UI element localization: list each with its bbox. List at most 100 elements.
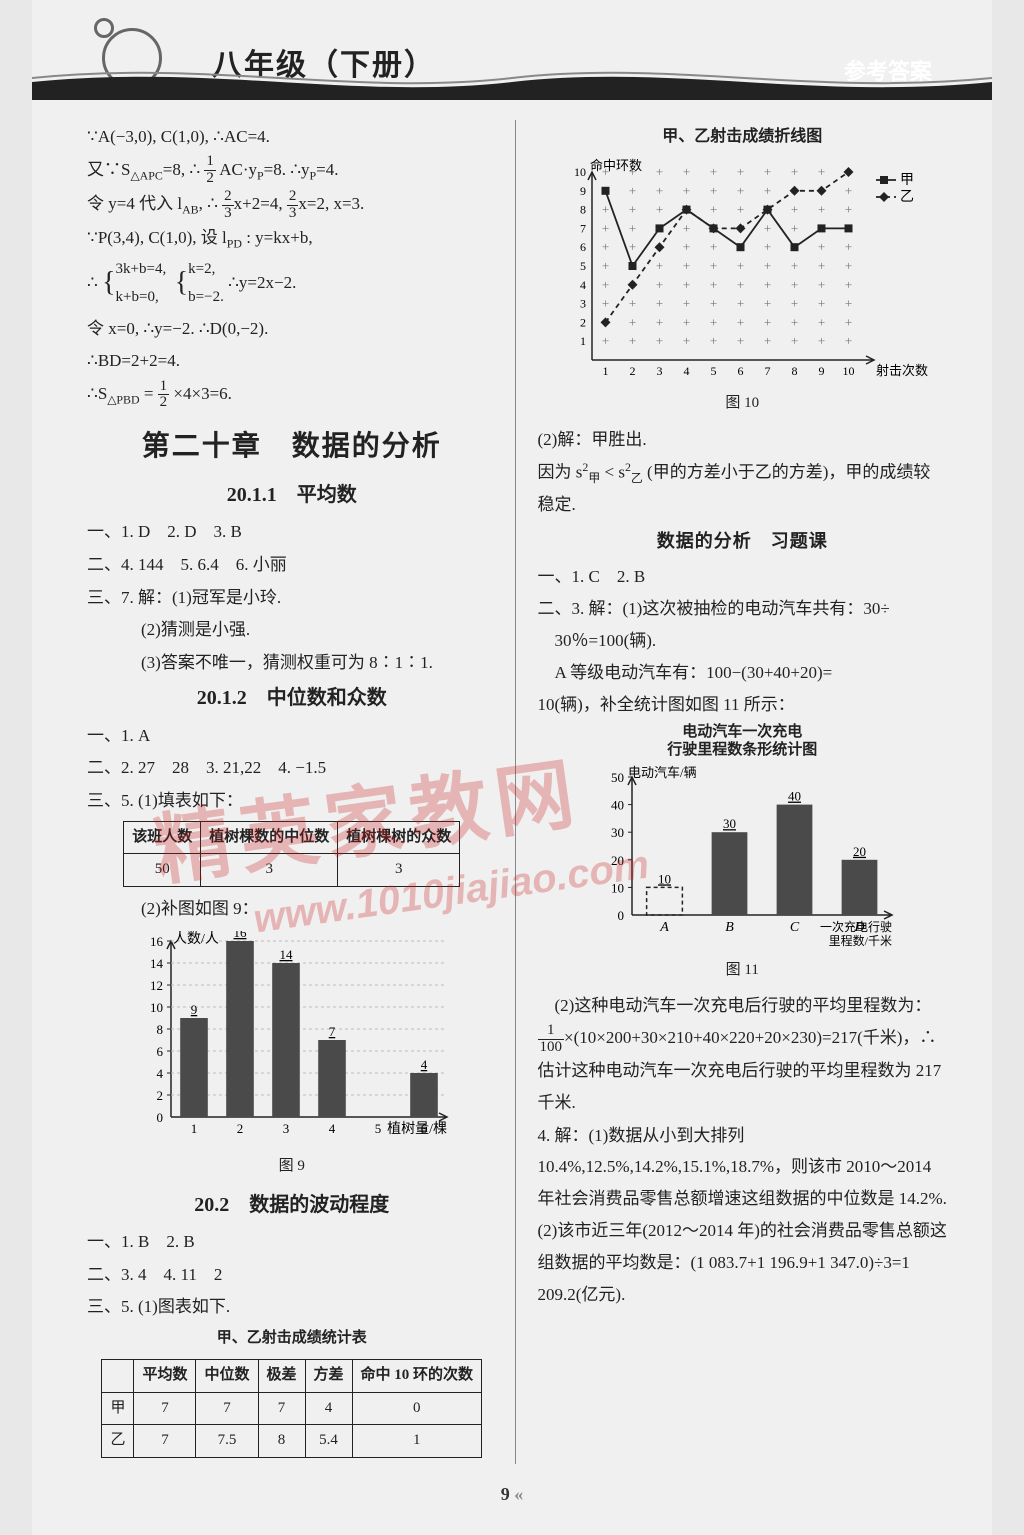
svg-text:9: 9: [580, 184, 586, 198]
math-line: ∴BD=2+2=4.: [87, 345, 497, 377]
table-caption: 甲、乙射击成绩统计表: [87, 1325, 497, 1353]
table-header: 方差: [305, 1359, 352, 1392]
table-cell: 50: [124, 854, 201, 887]
svg-text:6: 6: [156, 1044, 163, 1059]
svg-text:植树量/棵: 植树量/棵: [387, 1121, 447, 1137]
math-line: ∵P(3,4), C(1,0), 设 lPD : y=kx+b,: [87, 222, 497, 255]
svg-text:+: +: [656, 333, 663, 348]
svg-text:+: +: [737, 164, 744, 179]
answer-line: 一、1. D 2. D 3. B: [87, 516, 497, 548]
svg-text:+: +: [656, 258, 663, 273]
svg-text:+: +: [764, 239, 771, 254]
svg-text:+: +: [710, 295, 717, 310]
svg-text:10: 10: [611, 880, 624, 895]
answer-line: (2)解：甲胜出.: [538, 424, 948, 456]
svg-text:+: +: [683, 277, 690, 292]
svg-text:40: 40: [611, 797, 624, 812]
table-header: 极差: [258, 1359, 305, 1392]
svg-text:+: +: [656, 295, 663, 310]
chapter-title: 第二十章 数据的分析: [87, 421, 497, 473]
svg-text:+: +: [737, 258, 744, 273]
svg-text:4: 4: [421, 1057, 428, 1072]
svg-text:+: +: [737, 183, 744, 198]
svg-text:+: +: [710, 183, 717, 198]
svg-text:30: 30: [611, 825, 624, 840]
table-header: 该班人数: [124, 821, 201, 854]
svg-text:+: +: [791, 277, 798, 292]
svg-text:+: +: [791, 220, 798, 235]
svg-text:8: 8: [580, 202, 586, 216]
svg-text:+: +: [656, 164, 663, 179]
svg-text:+: +: [791, 258, 798, 273]
svg-text:4: 4: [684, 364, 690, 378]
svg-text:+: +: [791, 164, 798, 179]
svg-text:2: 2: [580, 315, 586, 329]
svg-text:射击次数: 射击次数: [876, 363, 928, 378]
table-cell: 7: [196, 1392, 258, 1425]
table-header: 命中 10 环的次数: [352, 1359, 482, 1392]
page-number: 9 «: [32, 1484, 992, 1505]
svg-text:+: +: [764, 220, 771, 235]
svg-text:40: 40: [788, 788, 801, 803]
svg-text:+: +: [818, 333, 825, 348]
svg-text:+: +: [764, 333, 771, 348]
svg-text:+: +: [629, 333, 636, 348]
table-1: 该班人数植树棵数的中位数植树棵树的众数 5033: [123, 821, 460, 888]
table-header: 中位数: [196, 1359, 258, 1392]
section-title: 20.1.1 平均数: [87, 477, 497, 514]
table-cell: 7: [134, 1392, 196, 1425]
svg-text:14: 14: [150, 956, 164, 971]
svg-text:10: 10: [658, 871, 671, 886]
svg-text:B: B: [725, 920, 734, 935]
svg-text:+: +: [656, 314, 663, 329]
svg-text:+: +: [764, 164, 771, 179]
svg-text:1: 1: [191, 1121, 198, 1136]
svg-text:+: +: [845, 239, 852, 254]
svg-text:+: +: [629, 220, 636, 235]
answer-line: A 等级电动汽车有：100−(30+40+20)=10(辆)，补全统计图如图 1…: [538, 657, 948, 720]
section-title: 数据的分析 习题课: [538, 525, 948, 558]
svg-text:+: +: [683, 220, 690, 235]
table-cell: 3: [201, 854, 338, 887]
svg-text:C: C: [790, 920, 800, 935]
chart-caption: 图 9: [87, 1153, 497, 1181]
svg-text:20: 20: [853, 843, 866, 858]
svg-text:12: 12: [150, 978, 163, 993]
svg-text:+: +: [818, 164, 825, 179]
svg-text:+: +: [791, 333, 798, 348]
svg-text:16: 16: [150, 934, 164, 949]
left-column: ∵A(−3,0), C(1,0), ∴AC=4. 又∵S△APC=8, ∴ 12…: [87, 120, 515, 1464]
answer-line: 因为 s2甲 < s2乙 (甲的方差小于乙的方差)，甲的成绩较稳定.: [538, 456, 948, 521]
svg-text:+: +: [737, 201, 744, 216]
svg-text:1: 1: [603, 364, 609, 378]
page: 八年级（下册） 参考答案 ∵A(−3,0), C(1,0), ∴AC=4. 又∵…: [32, 0, 992, 1535]
svg-text:+: +: [845, 201, 852, 216]
page-header: 八年级（下册） 参考答案: [32, 0, 992, 100]
svg-text:+: +: [737, 333, 744, 348]
svg-text:+: +: [818, 201, 825, 216]
table-header: 植树棵树的众数: [338, 821, 460, 854]
svg-text:+: +: [710, 201, 717, 216]
table-cell: 8: [258, 1425, 305, 1458]
table-cell: 1: [352, 1425, 482, 1458]
table-header: [102, 1359, 134, 1392]
svg-text:8: 8: [156, 1022, 163, 1037]
svg-text:+: +: [737, 277, 744, 292]
svg-text:4: 4: [156, 1066, 163, 1081]
svg-text:+: +: [629, 201, 636, 216]
svg-text:14: 14: [279, 947, 293, 962]
answer-line: 二、4. 144 5. 6.4 6. 小丽: [87, 549, 497, 581]
math-line: ∵A(−3,0), C(1,0), ∴AC=4.: [87, 121, 497, 153]
svg-text:+: +: [818, 314, 825, 329]
svg-text:+: +: [764, 183, 771, 198]
svg-text:+: +: [683, 333, 690, 348]
svg-text:16: 16: [233, 931, 247, 940]
answer-line: 一、1. C 2. B: [538, 561, 948, 593]
answer-line: 一、1. A: [87, 720, 497, 752]
answer-line: 二、3. 解：(1)这次被抽检的电动汽车共有：30÷ 30％=100(辆).: [538, 593, 948, 656]
svg-text:+: +: [710, 333, 717, 348]
table-cell: 乙: [102, 1425, 134, 1458]
answer-line: 一、1. B 2. B: [87, 1226, 497, 1258]
svg-text:+: +: [656, 201, 663, 216]
header-label: 参考答案: [844, 54, 932, 86]
